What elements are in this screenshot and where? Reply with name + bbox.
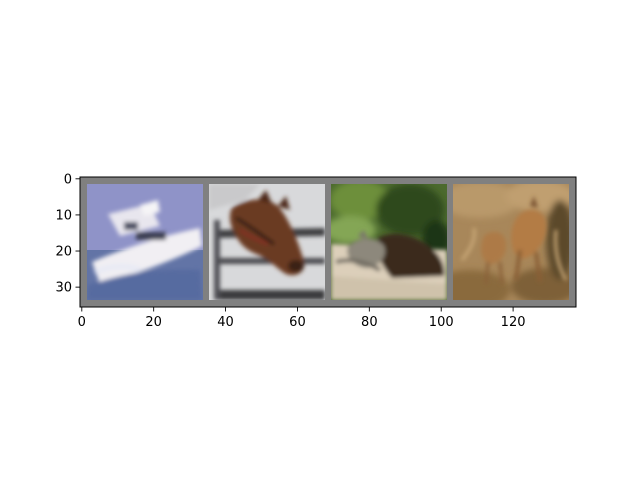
y-tick-label: 20 xyxy=(55,245,72,260)
x-tick-label: 60 xyxy=(289,315,306,330)
image-tile-horse xyxy=(209,184,325,300)
y-tick-label: 10 xyxy=(55,208,72,223)
x-tick-label: 40 xyxy=(217,315,234,330)
x-tick-label: 20 xyxy=(145,315,162,330)
axes: 0 20 40 60 80 100 120 0 10 20 30 xyxy=(55,172,577,330)
y-tick-label: 30 xyxy=(55,281,72,296)
x-tick-label: 120 xyxy=(501,315,526,330)
x-tick-label: 100 xyxy=(429,315,454,330)
y-axis: 0 10 20 30 xyxy=(55,172,80,296)
x-tick-label: 0 xyxy=(78,315,86,330)
image-tile-boat xyxy=(87,184,203,300)
x-axis: 0 20 40 60 80 100 120 xyxy=(78,307,526,330)
x-tick-label: 80 xyxy=(361,315,378,330)
axes-frame xyxy=(79,176,577,308)
y-tick-label: 0 xyxy=(64,172,72,187)
image-tile-dog xyxy=(331,184,447,300)
image-tile-deer xyxy=(453,184,569,300)
